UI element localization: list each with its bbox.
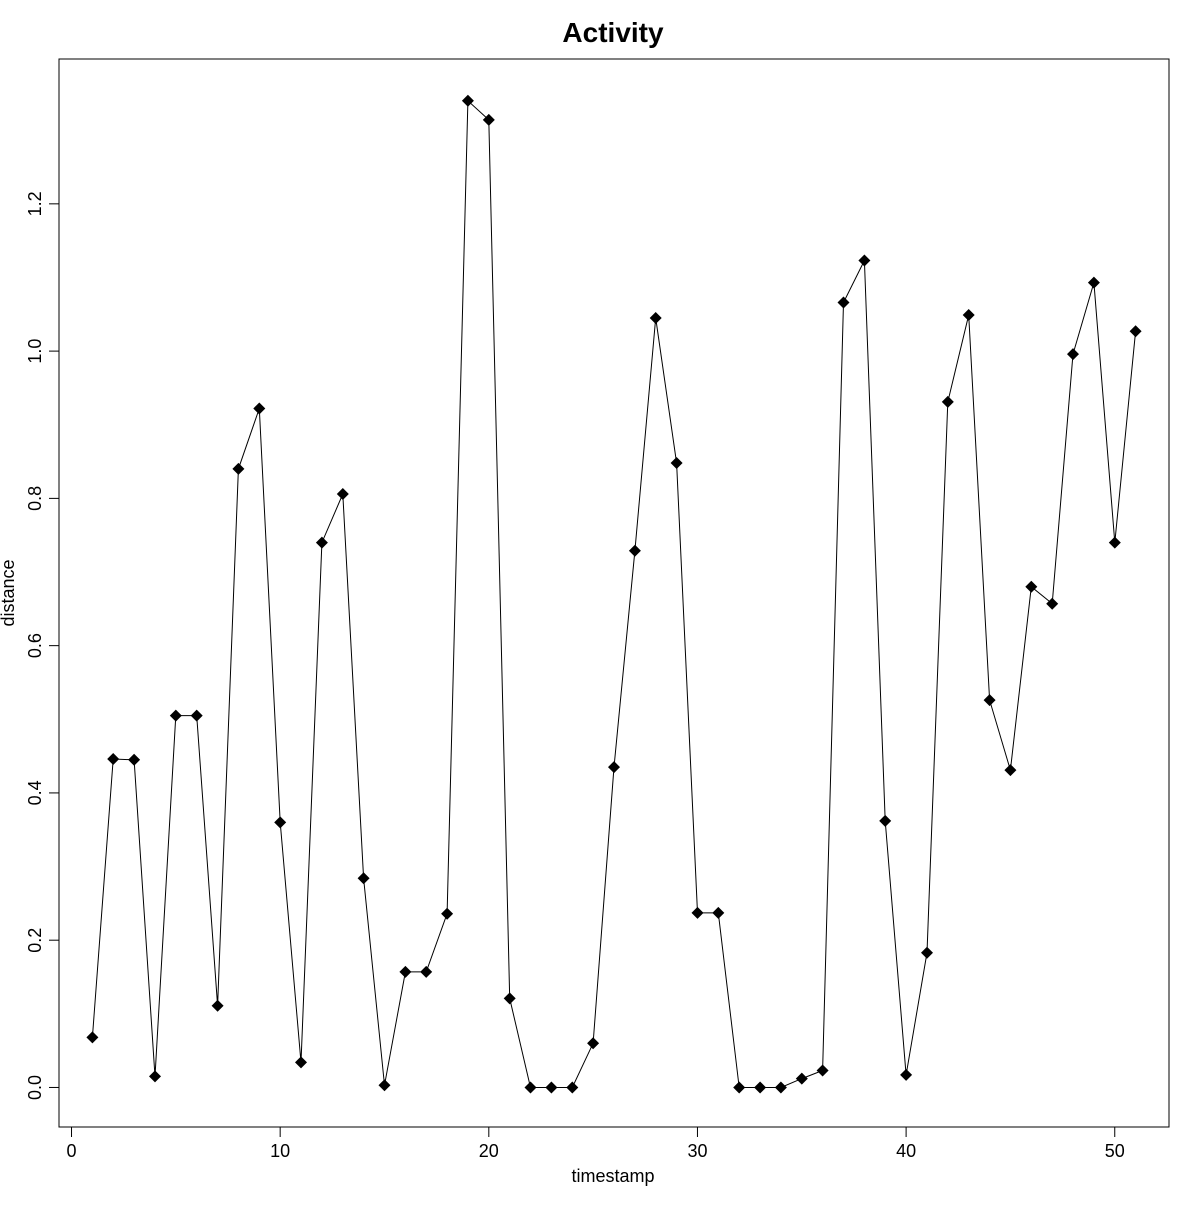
y-tick-label: 1.2 [25,191,45,216]
data-point [754,1081,767,1094]
chart-title: Activity [562,17,664,48]
data-point [1067,348,1079,361]
data-point [858,254,871,267]
data-point [566,1081,579,1094]
data-point [900,1068,913,1081]
data-point [253,402,266,415]
data-point [670,457,683,469]
data-point [587,1037,600,1050]
data-point [816,1064,829,1077]
data-point [941,395,954,408]
data-point [545,1081,558,1094]
data-point [879,814,892,827]
data-point [712,906,725,919]
x-tick-label: 10 [270,1141,290,1161]
x-axis: 0 10 20 30 40 50 [67,1126,1125,1161]
data-point [190,709,203,722]
series-line [91,99,1137,1088]
data-point [1046,597,1059,610]
data-point [232,462,245,475]
data-point [1129,325,1142,338]
x-tick-label: 40 [896,1141,916,1161]
y-tick-label: 0.8 [25,486,45,511]
y-axis: 0.0 0.2 0.4 0.6 0.8 1.0 1.2 [25,191,60,1100]
x-tick-label: 50 [1105,1141,1125,1161]
data-point [295,1056,307,1069]
data-point [524,1081,537,1094]
data-point [795,1072,808,1085]
x-tick-label: 20 [479,1141,499,1161]
data-point [837,296,850,309]
data-point [128,753,141,766]
y-tick-label: 0.6 [25,633,45,658]
data-point [357,872,370,885]
y-tick-label: 0.4 [25,780,45,805]
data-point [608,761,620,774]
data-point [399,965,412,978]
data-point [482,113,495,126]
y-axis-label: distance [0,559,18,626]
data-point [962,309,975,321]
data-point [691,906,704,919]
series-layer [86,94,1142,1094]
data-point [169,709,182,722]
data-point [315,536,328,549]
data-point [441,907,454,920]
x-tick-label: 30 [687,1141,707,1161]
data-point [420,965,433,978]
data-point [1108,536,1121,549]
data-point [503,992,516,1005]
data-point [86,1031,99,1044]
data-point [378,1079,391,1092]
x-axis-label: timestamp [571,1166,654,1186]
data-point [1004,764,1017,777]
data-point [983,694,996,707]
plot-frame [58,58,1170,1128]
data-point [274,816,287,829]
data-point [336,488,349,500]
data-point [149,1070,161,1083]
data-point [921,946,933,959]
x-tick-label: 0 [67,1141,77,1161]
y-tick-label: 1.0 [25,339,45,364]
data-point [211,999,224,1012]
data-point [1087,276,1100,289]
data-point [107,753,120,765]
data-point [461,94,474,107]
data-point [628,544,641,557]
y-tick-label: 0.2 [25,928,45,953]
data-point [649,312,662,324]
data-point [1025,580,1038,593]
data-point [733,1081,746,1094]
y-tick-label: 0.0 [25,1075,45,1100]
data-point [774,1081,787,1094]
